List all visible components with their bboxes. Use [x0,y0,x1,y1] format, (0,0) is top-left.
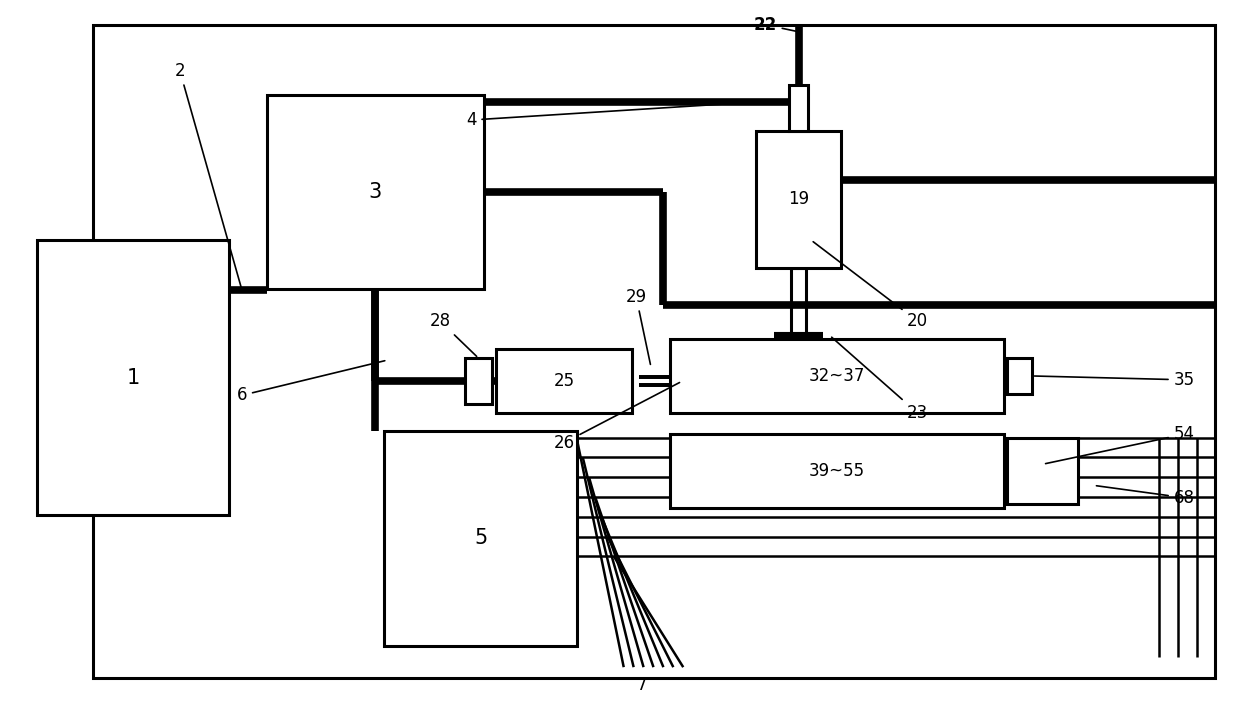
Bar [465,359,492,404]
Text: 3: 3 [368,182,382,203]
Text: 68: 68 [1096,486,1194,507]
Text: 5: 5 [474,528,487,549]
Text: 29: 29 [625,287,651,364]
Bar [496,349,632,413]
Text: 35: 35 [1034,371,1195,389]
Bar [789,85,808,131]
Text: 1: 1 [126,368,140,388]
Bar [1007,448,1045,496]
Text: 25: 25 [553,372,575,390]
Bar [384,431,577,646]
Text: 7: 7 [637,676,647,694]
Bar [670,339,1004,413]
Text: 26: 26 [553,383,680,452]
Bar [1007,358,1032,394]
Text: 32~37: 32~37 [808,367,866,385]
Bar [267,95,484,289]
Bar [670,434,1004,508]
Text: 23: 23 [832,337,929,422]
Text: 22: 22 [754,16,796,34]
Text: 54: 54 [1045,425,1194,464]
Bar [1007,452,1029,491]
Text: 20: 20 [813,241,929,330]
Bar [1007,438,1078,504]
Text: 39~55: 39~55 [808,462,866,480]
Text: 28: 28 [429,312,476,357]
Text: 2: 2 [175,61,241,287]
Bar [37,240,229,515]
Text: 6: 6 [237,361,384,405]
Bar [756,131,841,268]
Bar [1007,443,1061,500]
Text: 19: 19 [787,191,810,208]
Text: 4: 4 [466,102,748,129]
